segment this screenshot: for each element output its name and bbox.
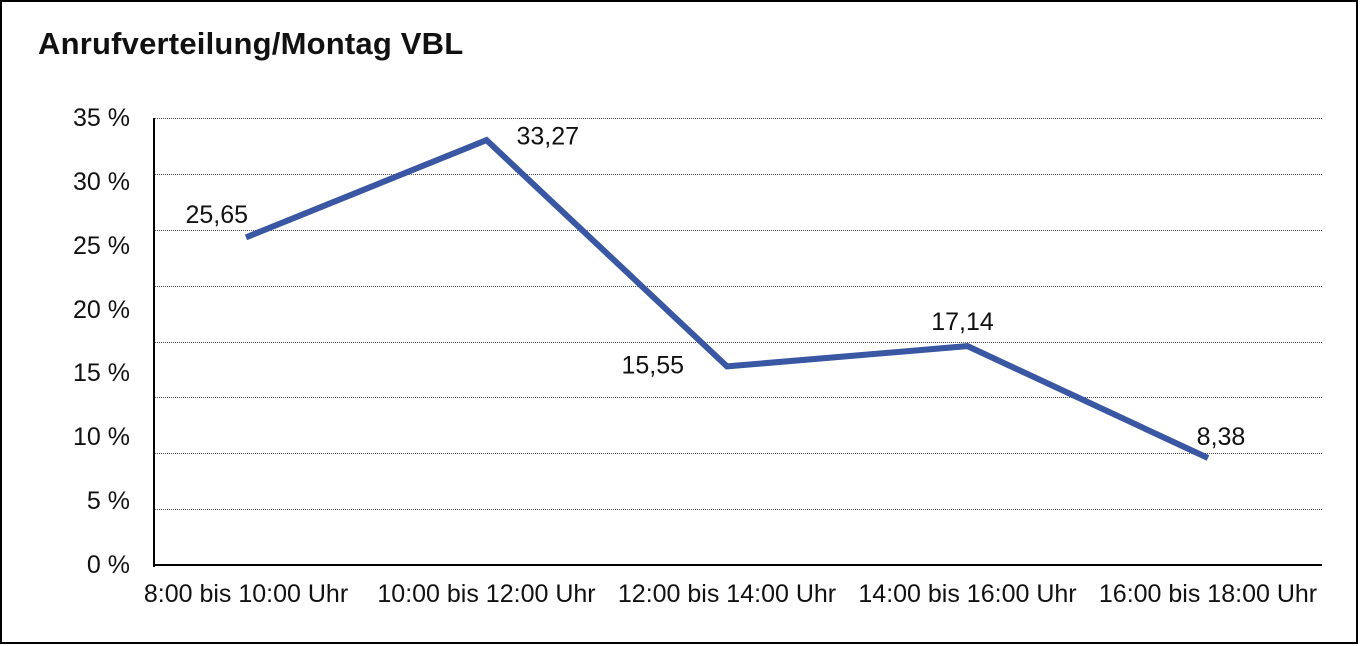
horizontal-gridline	[155, 341, 1322, 343]
horizontal-gridline	[155, 397, 1322, 399]
data-line	[244, 136, 1210, 461]
y-axis-line	[153, 118, 155, 567]
y-tick-label: 25 %	[73, 231, 130, 260]
data-point-label: 33,27	[516, 122, 580, 151]
horizontal-gridline	[155, 509, 1322, 511]
horizontal-gridline	[155, 118, 1322, 119]
x-axis-line	[153, 564, 1322, 566]
data-point-label: 25,65	[185, 201, 248, 230]
x-axis-label: 8:00 bis 10:00 Uhr	[143, 580, 349, 608]
y-tick-label: 30 %	[73, 167, 130, 196]
horizontal-gridline	[155, 285, 1322, 287]
y-tick-label: 35 %	[73, 104, 130, 132]
y-tick-label: 0 %	[86, 551, 130, 579]
horizontal-gridline	[155, 229, 1322, 231]
data-point-label: 17,14	[931, 308, 994, 337]
x-axis-label: 12:00 bis 14:00 Uhr	[617, 580, 837, 608]
horizontal-gridline	[155, 453, 1322, 455]
data-point-label: 15,55	[621, 351, 684, 380]
y-tick-label: 15 %	[73, 359, 130, 388]
y-tick-label: 10 %	[73, 423, 130, 452]
x-axis-label: 14:00 bis 16:00 Uhr	[858, 580, 1077, 608]
y-tick-label: 5 %	[86, 487, 130, 516]
data-point-label: 8,38	[1196, 422, 1246, 451]
horizontal-gridline	[155, 173, 1322, 175]
chart-title: Anrufverteilung/Montag VBL	[38, 26, 464, 61]
x-axis-label: 10:00 bis 12:00 Uhr	[377, 580, 596, 608]
x-axis-label: 16:00 bis 18:00 Uhr	[1098, 580, 1318, 608]
y-tick-label: 20 %	[73, 295, 130, 324]
